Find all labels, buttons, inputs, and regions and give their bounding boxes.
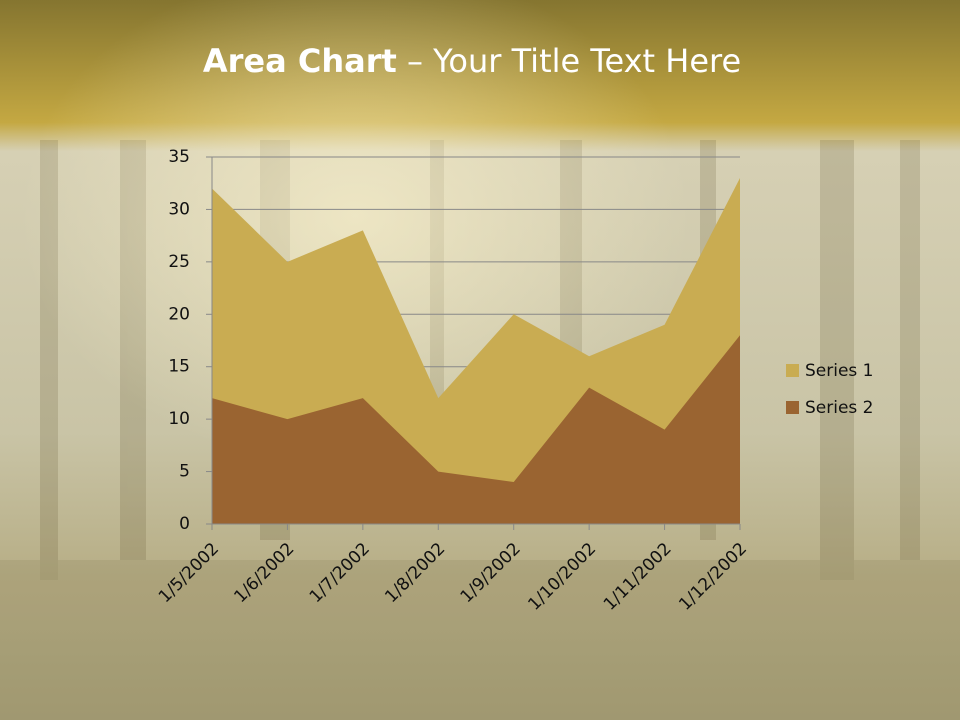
legend-swatch bbox=[786, 364, 799, 377]
area bbox=[212, 335, 740, 524]
legend-swatch bbox=[786, 401, 799, 414]
y-tick-label: 5 bbox=[179, 462, 190, 482]
y-tick-label: 20 bbox=[168, 304, 190, 324]
legend-label: Series 2 bbox=[805, 398, 874, 418]
y-tick-label: 0 bbox=[179, 514, 190, 534]
y-tick-label: 15 bbox=[168, 357, 190, 377]
slide-title: Area Chart – Your Title Text Here bbox=[203, 42, 741, 80]
y-tick-label: 10 bbox=[168, 409, 190, 429]
legend-label: Series 1 bbox=[805, 361, 874, 381]
y-tick-label: 30 bbox=[168, 199, 190, 219]
y-tick-label: 25 bbox=[168, 252, 190, 272]
y-tick-label: 35 bbox=[168, 147, 190, 167]
title-rest: – Your Title Text Here bbox=[407, 42, 741, 80]
title-bold: Area Chart bbox=[203, 42, 397, 80]
